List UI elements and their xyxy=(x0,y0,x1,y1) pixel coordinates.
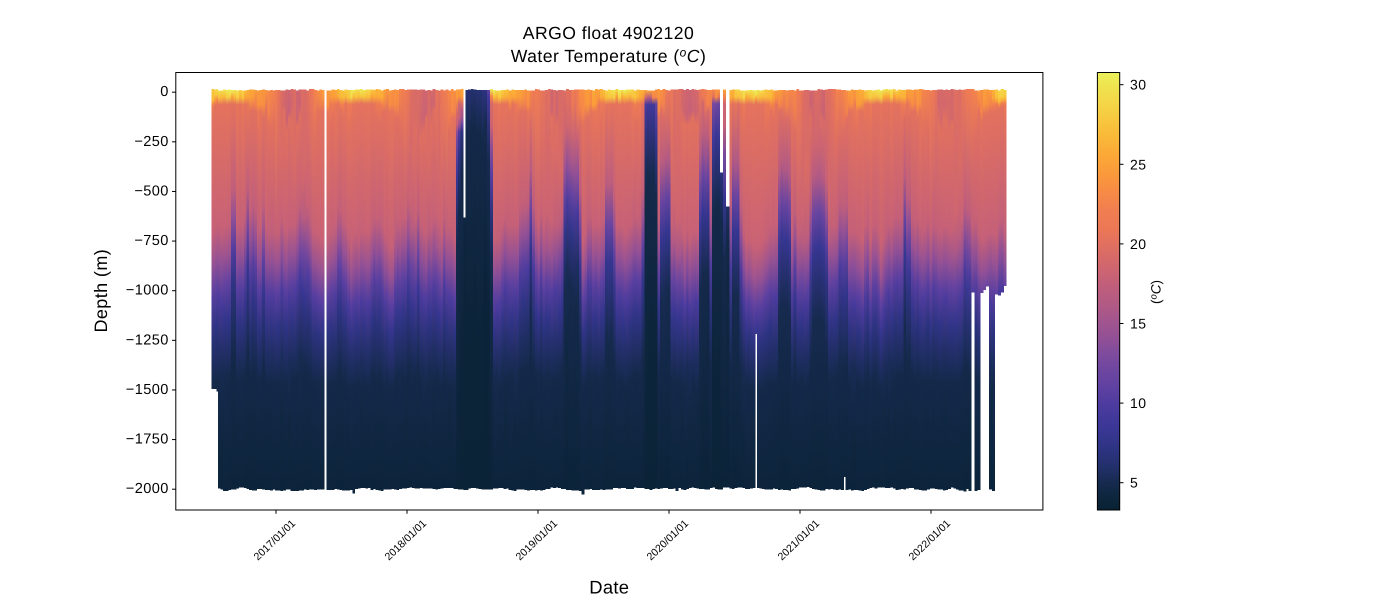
svg-text:15: 15 xyxy=(1130,316,1147,332)
svg-text:5: 5 xyxy=(1130,475,1138,491)
svg-text:−2000: −2000 xyxy=(126,481,169,497)
svg-text:−1500: −1500 xyxy=(126,382,169,398)
svg-text:0: 0 xyxy=(160,84,169,100)
svg-text:−1000: −1000 xyxy=(126,283,169,299)
svg-text:25: 25 xyxy=(1130,156,1147,172)
svg-text:−1750: −1750 xyxy=(126,432,169,448)
svg-text:Date: Date xyxy=(589,577,629,598)
svg-text:(oC): (oC) xyxy=(1149,280,1164,304)
svg-text:Water Temperature (oC): Water Temperature (oC) xyxy=(511,46,707,67)
svg-text:−500: −500 xyxy=(134,183,168,199)
svg-text:−250: −250 xyxy=(134,134,168,150)
svg-text:−750: −750 xyxy=(134,233,168,249)
svg-text:20: 20 xyxy=(1130,236,1147,252)
svg-text:30: 30 xyxy=(1130,77,1147,93)
svg-text:10: 10 xyxy=(1130,395,1147,411)
svg-text:Depth (m): Depth (m) xyxy=(91,249,111,333)
svg-text:ARGO float 4902120: ARGO float 4902120 xyxy=(523,23,694,43)
svg-text:−1250: −1250 xyxy=(126,332,169,348)
